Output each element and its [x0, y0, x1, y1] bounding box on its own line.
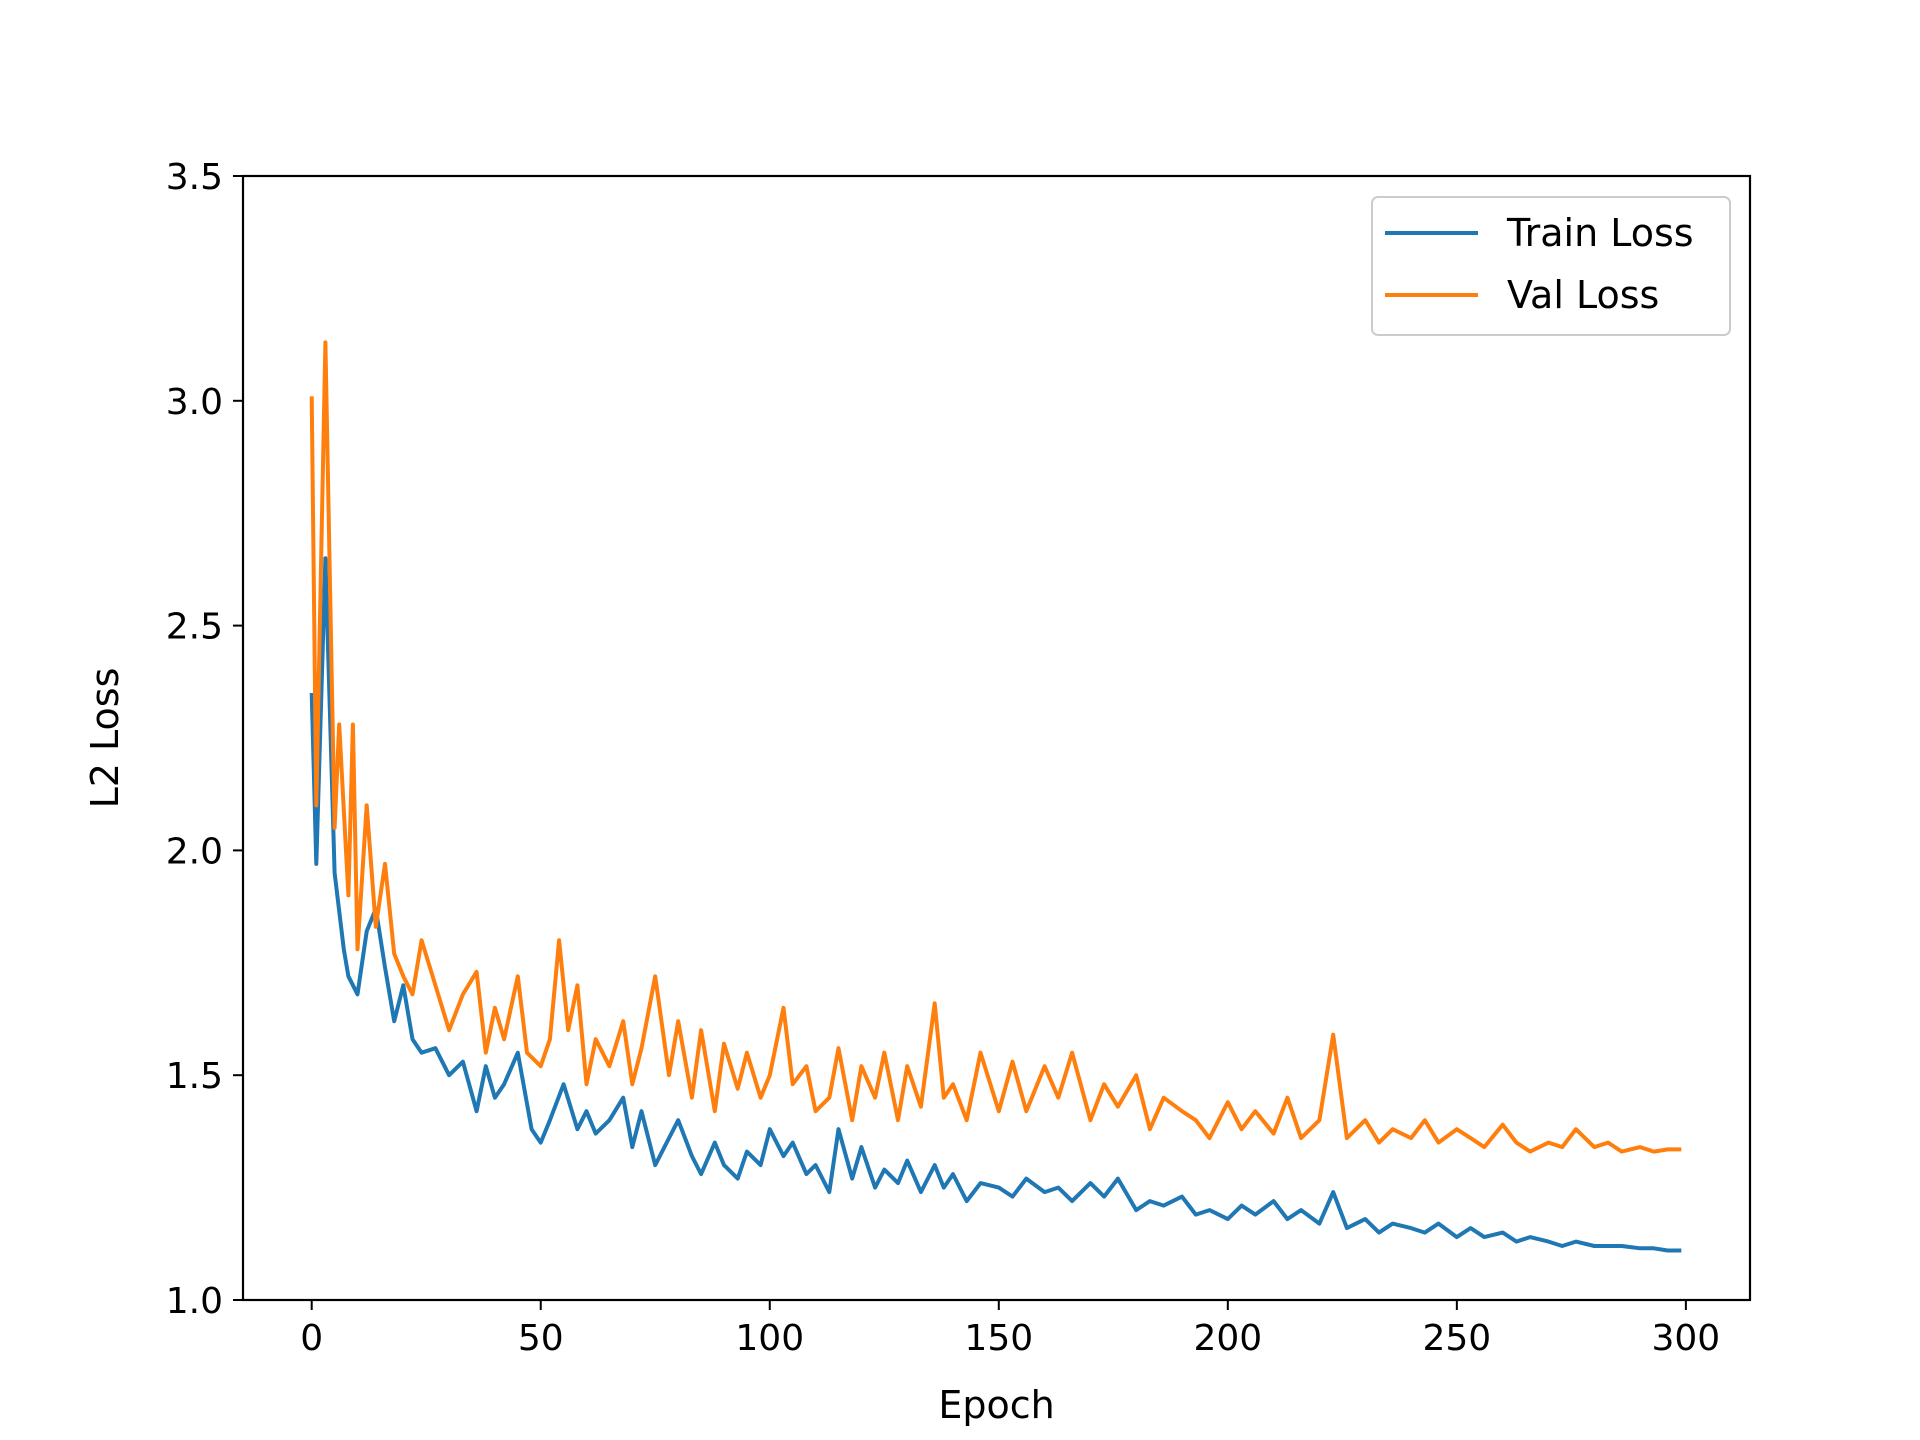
x-tick-label: 100 [735, 1318, 804, 1359]
x-tick-label: 0 [300, 1318, 323, 1359]
x-tick-label: 300 [1652, 1318, 1721, 1359]
x-tick-label: 200 [1193, 1318, 1262, 1359]
x-tick-label: 250 [1422, 1318, 1491, 1359]
x-axis-ticks: 0 50 100 150 200 250 300 [300, 1300, 1720, 1359]
series-line-val-loss [309, 340, 1682, 1154]
y-tick-label: 2.5 [166, 607, 223, 648]
y-tick-label: 3.0 [166, 382, 223, 423]
y-tick-label: 2.0 [166, 831, 223, 872]
legend: Train Loss Val Loss [1371, 196, 1731, 336]
x-tick-label: 150 [964, 1318, 1033, 1359]
series-layer [309, 340, 1682, 1253]
series-line-train-loss [309, 556, 1682, 1253]
y-axis-label: L2 Loss [83, 668, 127, 809]
legend-label-train-loss: Train Loss [1506, 211, 1694, 255]
axes-frame [241, 174, 1752, 1302]
plot-area [241, 174, 1752, 1302]
y-tick-label: 3.5 [166, 157, 223, 198]
x-tick-label: 50 [518, 1318, 564, 1359]
legend-label-val-loss: Val Loss [1507, 273, 1659, 317]
y-tick-label: 1.0 [166, 1281, 223, 1322]
x-axis-label: Epoch [938, 1383, 1054, 1427]
y-axis-ticks: 1.0 1.5 2.0 2.5 3.0 3.5 [166, 157, 243, 1322]
y-tick-label: 1.5 [166, 1056, 223, 1097]
